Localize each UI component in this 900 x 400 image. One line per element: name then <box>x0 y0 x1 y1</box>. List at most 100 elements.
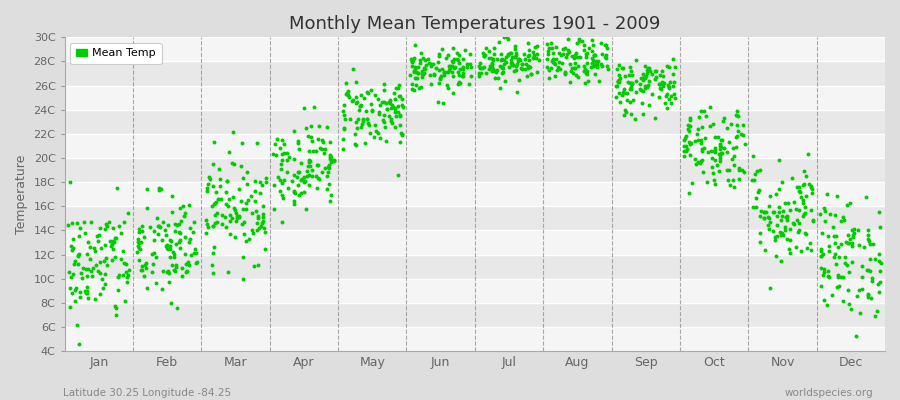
Point <box>170 304 184 311</box>
Point <box>766 228 780 234</box>
Point <box>838 260 852 266</box>
Point <box>638 85 652 92</box>
Point <box>558 45 572 52</box>
Bar <box>65 37 885 62</box>
Point <box>485 64 500 70</box>
Point <box>874 260 888 266</box>
Point <box>212 166 226 172</box>
Point <box>315 138 329 145</box>
Point <box>753 208 768 214</box>
Point <box>677 143 691 150</box>
Point <box>414 84 428 90</box>
Point <box>463 81 477 88</box>
Point <box>431 99 446 105</box>
Point <box>693 160 707 167</box>
Point <box>373 102 387 108</box>
Bar <box>65 206 885 230</box>
Point <box>184 236 198 242</box>
Point <box>156 219 170 225</box>
Point <box>616 65 630 72</box>
Point <box>458 47 473 54</box>
Point <box>515 66 529 73</box>
Point <box>443 64 457 70</box>
Point <box>578 66 592 72</box>
Point <box>689 131 704 137</box>
Point <box>66 271 80 277</box>
Point <box>169 262 184 268</box>
Point <box>652 81 667 87</box>
Point <box>567 52 581 58</box>
Point <box>93 291 107 297</box>
Point <box>178 251 193 257</box>
Point <box>79 290 94 296</box>
Point <box>395 102 410 108</box>
Point <box>520 73 535 79</box>
Point <box>253 178 267 185</box>
Point <box>310 184 325 191</box>
Point <box>302 172 316 179</box>
Point <box>693 137 707 143</box>
Point <box>304 166 319 173</box>
Point <box>205 183 220 189</box>
Point <box>76 219 91 225</box>
Point <box>161 222 176 228</box>
Bar <box>65 134 885 158</box>
Point <box>842 236 857 242</box>
Point <box>108 234 122 241</box>
Point <box>636 77 651 84</box>
Point <box>524 70 538 77</box>
Point <box>293 160 308 167</box>
Point <box>135 223 149 229</box>
Point <box>322 139 337 145</box>
Point <box>280 150 294 156</box>
Point <box>611 77 625 84</box>
Point <box>172 239 186 245</box>
Point <box>477 52 491 59</box>
Point <box>612 72 626 78</box>
Point <box>292 146 306 152</box>
Point <box>706 120 721 127</box>
Point <box>868 256 882 263</box>
Point <box>479 69 493 76</box>
Point <box>287 189 302 195</box>
Point <box>865 278 879 284</box>
Point <box>518 56 533 62</box>
Point <box>587 63 601 70</box>
Point <box>649 68 663 74</box>
Point <box>341 92 356 98</box>
Point <box>364 87 378 94</box>
Point <box>508 49 523 56</box>
Point <box>752 212 767 219</box>
Point <box>612 62 626 68</box>
Point <box>378 124 392 130</box>
Point <box>581 45 596 52</box>
Point <box>453 79 467 86</box>
Point <box>160 242 175 248</box>
Point <box>786 220 800 226</box>
Point <box>93 224 107 231</box>
Point <box>504 50 518 57</box>
Point <box>703 104 717 110</box>
Point <box>762 219 777 225</box>
Point <box>248 197 262 204</box>
Point <box>617 112 632 118</box>
Point <box>636 110 651 117</box>
Point <box>130 238 145 245</box>
Point <box>274 157 289 163</box>
Point <box>413 60 428 66</box>
Point <box>108 304 122 311</box>
Point <box>65 247 79 253</box>
Point <box>199 185 213 191</box>
Point <box>816 251 831 258</box>
Point <box>259 179 274 185</box>
Point <box>181 258 195 265</box>
Point <box>587 61 601 67</box>
Point <box>752 189 766 196</box>
Point <box>117 260 131 266</box>
Point <box>447 64 462 70</box>
Point <box>349 142 364 148</box>
Point <box>713 141 727 148</box>
Point <box>369 128 383 134</box>
Point <box>508 43 522 49</box>
Point <box>410 64 425 70</box>
